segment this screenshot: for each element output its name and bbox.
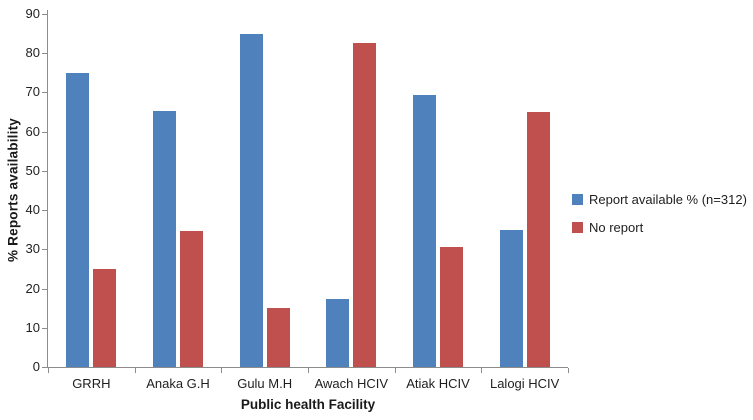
y-axis-line [47, 10, 48, 368]
legend-entry-available: Report available % (n=312) [572, 192, 747, 207]
legend-swatch-icon [572, 222, 583, 233]
y-tick-label: 20 [25, 280, 40, 296]
x-tick [134, 368, 136, 373]
bar-noreport-3 [266, 308, 290, 367]
y-tick [42, 170, 48, 172]
y-tick [42, 327, 48, 329]
x-category-label: Anaka G.H [146, 376, 210, 391]
legend: Report available % (n=312) No report [572, 192, 747, 248]
x-tick [48, 368, 49, 373]
bar-noreport-6 [526, 112, 550, 367]
y-tick-label: 70 [25, 84, 40, 100]
bar-available-6 [499, 229, 523, 367]
bar-available-4 [326, 299, 350, 367]
x-tick [568, 368, 569, 373]
x-axis-title: Public health Facility [240, 397, 376, 412]
x-category-label: Atiak HCIV [406, 376, 470, 391]
x-tick [481, 368, 483, 373]
x-category-label: Lalogi HCIV [489, 376, 560, 391]
x-axis-line [48, 367, 568, 368]
x-category-label: Gulu M.H [237, 376, 293, 391]
y-tick-label: 10 [25, 319, 40, 335]
bar-noreport-2 [180, 230, 203, 367]
y-tick-label: 60 [25, 123, 40, 139]
x-tick [394, 368, 396, 373]
legend-label: Report available % (n=312) [589, 192, 747, 207]
bar-available-2 [153, 110, 176, 367]
y-tick-label: 50 [25, 162, 40, 178]
bar-noreport-4 [353, 42, 377, 367]
y-tick [42, 210, 48, 212]
y-tick [42, 131, 48, 133]
y-tick [42, 367, 48, 368]
y-tick [42, 92, 48, 94]
y-tick-label: 80 [25, 45, 40, 61]
y-tick [42, 14, 48, 15]
legend-entry-noreport: No report [572, 220, 747, 235]
y-tick [42, 249, 48, 251]
x-tick [308, 368, 309, 373]
x-category-label: GRRH [72, 376, 111, 391]
x-tick [221, 368, 223, 373]
x-category-label: Awach HCIV [314, 376, 389, 391]
legend-swatch-icon [572, 194, 583, 205]
y-axis-title: % Reports availability [5, 118, 21, 262]
y-tick [42, 288, 48, 290]
bar-available-3 [239, 33, 263, 367]
y-tick-label: 40 [25, 202, 40, 218]
legend-label: No report [589, 220, 644, 235]
bar-available-5 [413, 95, 436, 367]
y-tick-label: 0 [32, 359, 40, 374]
y-tick-label: 30 [25, 241, 40, 257]
y-tick [42, 53, 48, 55]
bar-noreport-5 [440, 246, 463, 367]
y-tick-label: 90 [25, 6, 40, 21]
bar-available-1 [66, 72, 90, 367]
bar-noreport-1 [93, 268, 117, 367]
